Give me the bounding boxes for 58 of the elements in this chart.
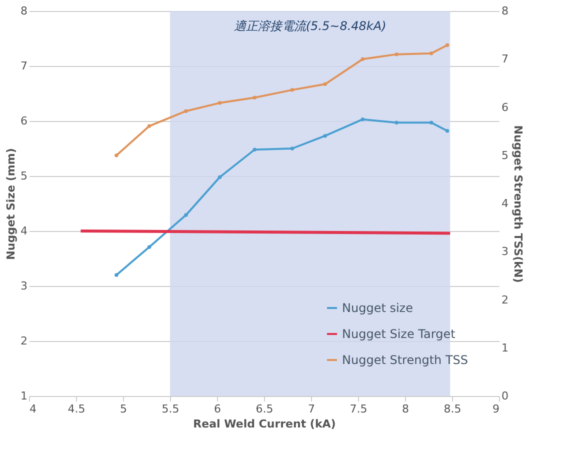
y-tick-label: 5	[20, 170, 28, 182]
point	[290, 88, 294, 92]
y-tick-label: 1	[20, 390, 28, 402]
y2-tick-label: 6	[502, 100, 508, 114]
point	[445, 43, 450, 48]
y2-tick-label: 5	[502, 148, 508, 162]
y2-tick-label: 4	[502, 197, 508, 210]
y-tick-label: 6	[20, 114, 28, 128]
x-tick-label: 6.5	[256, 402, 274, 416]
y-tick-label: 4	[20, 224, 28, 238]
point	[323, 134, 327, 138]
point	[114, 154, 118, 158]
point	[360, 57, 365, 61]
y-tick-label: 3	[20, 280, 28, 292]
point	[218, 175, 222, 179]
x-tick-label: 7	[308, 402, 315, 416]
point	[394, 120, 398, 125]
point	[445, 129, 450, 133]
x-tick-label: 9	[492, 402, 500, 416]
legend-label: Nugget Strength TSS	[342, 353, 468, 367]
line-series	[114, 117, 450, 277]
y-tick-label: 7	[20, 60, 28, 72]
y-tick-label: 8	[20, 4, 28, 18]
point	[429, 51, 434, 56]
band-label: 適正溶接電流(5.5~8.48kA)	[234, 19, 386, 33]
x-tick-label: 4.5	[68, 402, 86, 416]
y-axis-title: Nugget Size (mm)	[4, 148, 18, 260]
x-tick-label: 7.5	[350, 402, 368, 416]
y2-tick-label: 0	[502, 390, 508, 402]
point	[394, 52, 398, 56]
y2-tick-label: 8	[502, 4, 508, 18]
x-tick-label: 8.5	[444, 402, 462, 416]
y2-tick-label: 1	[502, 341, 508, 354]
point	[252, 96, 256, 100]
point	[252, 148, 256, 152]
y2-axis-title: Nugget Strength TSS(kN)	[512, 125, 524, 283]
point	[360, 117, 365, 122]
y-tick-label: 2	[20, 334, 28, 348]
y2-tick-label: 3	[502, 245, 508, 258]
point	[147, 124, 152, 128]
point	[290, 146, 294, 150]
x-tick-label: 4	[30, 402, 36, 416]
point	[323, 82, 327, 86]
x-tick-label: 8	[402, 402, 409, 416]
point	[429, 120, 434, 125]
y2-tick-label: 2	[502, 293, 508, 306]
legend-label: Nugget size	[342, 301, 413, 315]
legend-label: Nugget Size Target	[342, 327, 456, 341]
x-tick-label: 5.5	[162, 402, 180, 416]
y2-tick-label: 7	[502, 52, 508, 66]
point	[218, 101, 222, 105]
point	[184, 213, 188, 217]
point	[114, 273, 118, 277]
x-tick-label: 6	[214, 402, 221, 416]
point	[184, 109, 188, 113]
x-tick-label: 5	[120, 402, 127, 416]
x-axis-title: Real Weld Current (kA)	[193, 418, 336, 430]
point	[147, 245, 152, 249]
